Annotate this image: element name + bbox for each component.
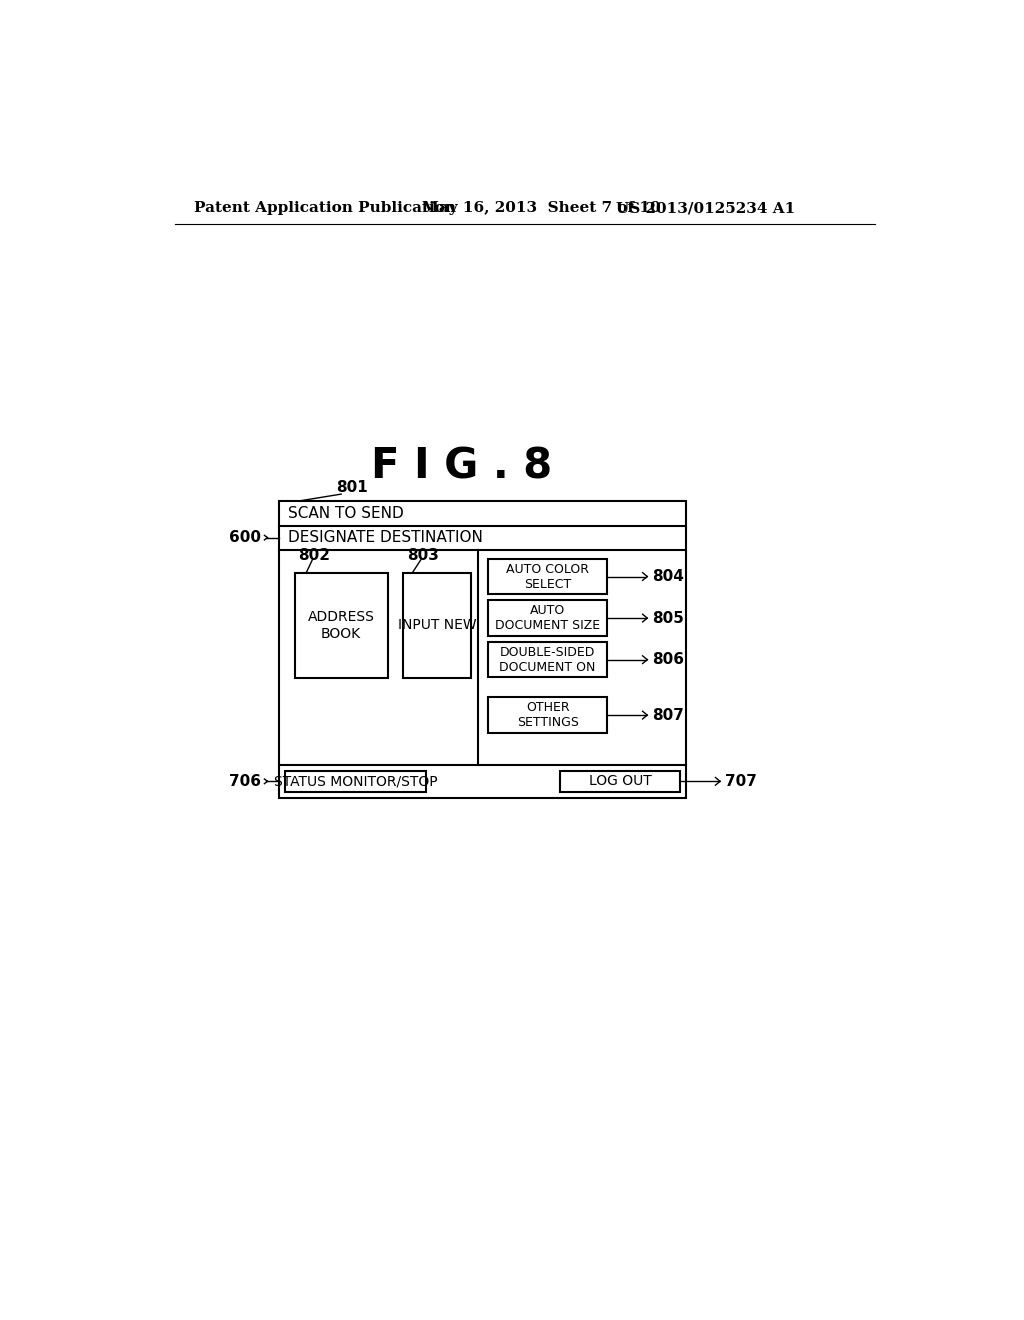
- Text: AUTO COLOR
SELECT: AUTO COLOR SELECT: [506, 562, 589, 590]
- FancyBboxPatch shape: [488, 642, 607, 677]
- Text: Patent Application Publication: Patent Application Publication: [194, 202, 456, 215]
- FancyBboxPatch shape: [488, 697, 607, 733]
- Text: LOG OUT: LOG OUT: [589, 775, 651, 788]
- Text: 804: 804: [652, 569, 684, 583]
- Text: US 2013/0125234 A1: US 2013/0125234 A1: [616, 202, 796, 215]
- Text: INPUT NEW: INPUT NEW: [397, 618, 476, 632]
- Text: 807: 807: [652, 708, 684, 722]
- Text: DOUBLE-SIDED
DOCUMENT ON: DOUBLE-SIDED DOCUMENT ON: [500, 645, 596, 673]
- Text: May 16, 2013  Sheet 7 of 10: May 16, 2013 Sheet 7 of 10: [423, 202, 662, 215]
- FancyBboxPatch shape: [560, 771, 680, 792]
- Text: 802: 802: [299, 548, 331, 564]
- FancyBboxPatch shape: [295, 573, 388, 678]
- FancyBboxPatch shape: [403, 573, 471, 678]
- Text: 600: 600: [229, 531, 261, 545]
- Text: 706: 706: [229, 774, 261, 789]
- FancyBboxPatch shape: [488, 601, 607, 636]
- Text: DESIGNATE DESTINATION: DESIGNATE DESTINATION: [289, 531, 483, 545]
- Text: OTHER
SETTINGS: OTHER SETTINGS: [517, 701, 579, 729]
- Text: 805: 805: [652, 611, 684, 626]
- Text: 803: 803: [407, 548, 439, 564]
- Text: 806: 806: [652, 652, 684, 667]
- Text: 801: 801: [336, 480, 368, 495]
- Text: SCAN TO SEND: SCAN TO SEND: [289, 506, 404, 521]
- FancyBboxPatch shape: [286, 771, 426, 792]
- Text: F I G . 8: F I G . 8: [371, 445, 552, 487]
- FancyBboxPatch shape: [488, 558, 607, 594]
- Text: ADDRESS
BOOK: ADDRESS BOOK: [307, 610, 375, 640]
- Text: 707: 707: [725, 774, 757, 789]
- Text: STATUS MONITOR/STOP: STATUS MONITOR/STOP: [274, 775, 437, 788]
- Text: AUTO
DOCUMENT SIZE: AUTO DOCUMENT SIZE: [495, 605, 600, 632]
- FancyBboxPatch shape: [280, 502, 686, 797]
